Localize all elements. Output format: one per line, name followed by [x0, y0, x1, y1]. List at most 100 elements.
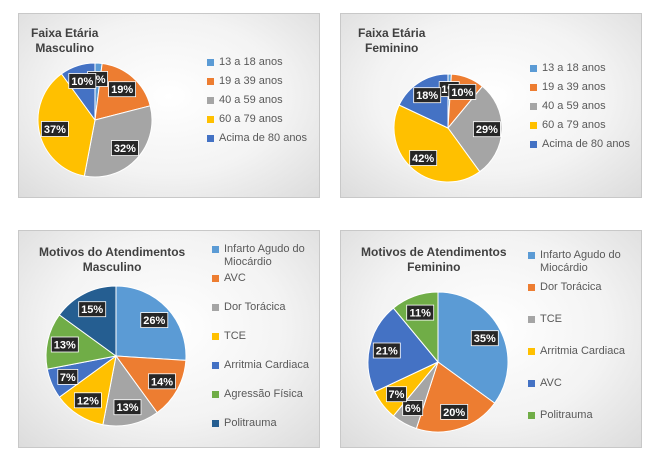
legend-label: Acima de 80 anos — [219, 132, 308, 144]
legend-item-13-a-18-anos: 13 a 18 anos — [207, 56, 317, 69]
legend-item-agressao-fisica: Agressão Física — [212, 388, 317, 401]
legend-swatch — [212, 362, 219, 369]
data-label-text: 7% — [389, 389, 405, 401]
legend-swatch — [212, 275, 219, 282]
chart-title-line: Masculino — [82, 260, 142, 274]
legend-label: Dor Torácica — [540, 281, 602, 293]
data-label-box — [402, 400, 424, 416]
data-label-box — [470, 330, 499, 347]
legend-swatch — [528, 380, 535, 387]
chart-title: Faixa Etária Masculino — [31, 26, 98, 56]
legend-label: 40 a 59 anos — [542, 100, 606, 112]
data-label-box — [440, 403, 469, 420]
data-label-text: 35% — [474, 333, 496, 345]
data-label: 13% — [113, 399, 142, 416]
legend-item-tce: TCE — [212, 330, 317, 343]
pie-chart: 26% 14% 13% 12% 7% 13% 15% — [45, 285, 187, 427]
legend-swatch — [212, 333, 219, 340]
data-label-box — [386, 386, 407, 403]
legend-label: 19 a 39 anos — [219, 75, 283, 87]
chart-title: Faixa Etária Feminino — [358, 26, 425, 56]
legend-label: Politrauma — [224, 417, 277, 429]
legend-swatch — [207, 135, 214, 142]
legend-label: Infarto Agudo do Miocárdio — [540, 249, 621, 274]
data-label-text: 42% — [412, 153, 434, 165]
data-label-text: 26% — [143, 315, 165, 327]
legend-label: 19 a 39 anos — [542, 81, 606, 93]
legend-item-acima-de-80-anos: Acima de 80 anos — [530, 138, 640, 151]
legend-swatch — [207, 59, 214, 66]
data-label: 42% — [409, 150, 438, 166]
legend-label: 60 a 79 anos — [542, 119, 606, 131]
data-label: 29% — [472, 121, 501, 138]
data-label-box — [113, 399, 142, 416]
legend-label: TCE — [540, 313, 562, 325]
data-label-text: 20% — [443, 407, 465, 419]
data-label-text: 7% — [60, 372, 76, 384]
legend-item-19-a-39-anos: 19 a 39 anos — [530, 81, 640, 94]
data-label: 32% — [111, 140, 139, 156]
legend-swatch — [207, 116, 214, 123]
data-label-box — [148, 373, 176, 390]
legend-swatch — [212, 246, 219, 253]
data-label-box — [108, 81, 136, 98]
chart-title-line: Faixa Etária — [358, 26, 426, 40]
data-label: 12% — [74, 392, 102, 409]
data-label-box — [409, 150, 438, 166]
legend-item-40-a-59-anos: 40 a 59 anos — [530, 100, 640, 113]
chart-title-line: Feminino — [407, 260, 461, 274]
data-label: 14% — [148, 373, 176, 390]
data-label: 7% — [386, 386, 407, 403]
data-label: 15% — [78, 301, 107, 318]
data-label: 37% — [40, 121, 69, 137]
legend-item-acima-de-80-anos: Acima de 80 anos — [207, 132, 317, 145]
legend-label: 40 a 59 anos — [219, 94, 283, 106]
legend-item-dor-toracica: Dor Torácica — [212, 301, 317, 314]
data-label-text: 15% — [81, 304, 103, 316]
chart-title-line: Feminino — [365, 41, 419, 55]
data-label: 7% — [57, 368, 79, 385]
pie-chart: 1%10%29%42%18% — [393, 73, 503, 183]
data-label: 11% — [406, 304, 435, 321]
data-label-text: 6% — [405, 403, 421, 415]
data-label-text: 14% — [151, 376, 173, 388]
data-label-text: 37% — [44, 124, 66, 136]
chart-title-line: Motivos do Atendimentos — [39, 245, 186, 259]
legend-label: AVC — [224, 272, 246, 284]
legend-item-infarto-agudo-do-miocardio: Infarto Agudo do Miocárdio — [212, 243, 317, 269]
legend-swatch — [212, 304, 219, 311]
pie-chart: 2%19%32%37%10% — [37, 62, 153, 178]
legend-swatch — [528, 412, 535, 419]
data-label-box — [78, 301, 107, 318]
data-label-text: 10% — [451, 87, 473, 99]
pie-slice-avc — [367, 307, 439, 393]
data-label-box — [40, 121, 69, 137]
pie-slice-agressao-fisica — [45, 314, 118, 370]
legend-label: Infarto Agudo do Miocárdio — [224, 243, 305, 268]
chart-title: Motivos do Atendimentos Masculino — [39, 245, 185, 275]
legend-swatch — [212, 420, 219, 427]
legend-item-avc: AVC — [528, 377, 633, 390]
legend-label: Politrauma — [540, 409, 593, 421]
legend-item-politrauma: Politrauma — [212, 417, 317, 430]
legend-label: TCE — [224, 330, 246, 342]
legend-label: 13 a 18 anos — [219, 56, 283, 68]
data-label: 13% — [50, 336, 79, 353]
chart-title-line: Faixa Etária — [31, 26, 99, 40]
data-label-text: 13% — [54, 340, 76, 352]
chart-panel-motivos-feminino: Motivos de Atendimentos Feminino 35% 20% 6… — [340, 230, 642, 448]
legend-label: Agressão Física — [224, 388, 303, 400]
legend-swatch — [528, 252, 535, 259]
legend-swatch — [530, 103, 537, 110]
legend-swatch — [530, 65, 537, 72]
legend-swatch — [528, 348, 535, 355]
pie-slice-dor-toracica — [415, 361, 496, 433]
legend-item-arritmia-cardiaca: Arritmia Cardiaca — [212, 359, 317, 372]
legend-item-13-a-18-anos: 13 a 18 anos — [530, 62, 640, 75]
data-label: 18% — [413, 87, 442, 104]
legend-swatch — [528, 284, 535, 291]
legend-item-40-a-59-anos: 40 a 59 anos — [207, 94, 317, 107]
legend-item-politrauma: Politrauma — [528, 409, 633, 422]
legend-item-infarto-agudo-do-miocardio: Infarto Agudo do Miocárdio — [528, 249, 633, 275]
data-label-box — [111, 140, 139, 156]
